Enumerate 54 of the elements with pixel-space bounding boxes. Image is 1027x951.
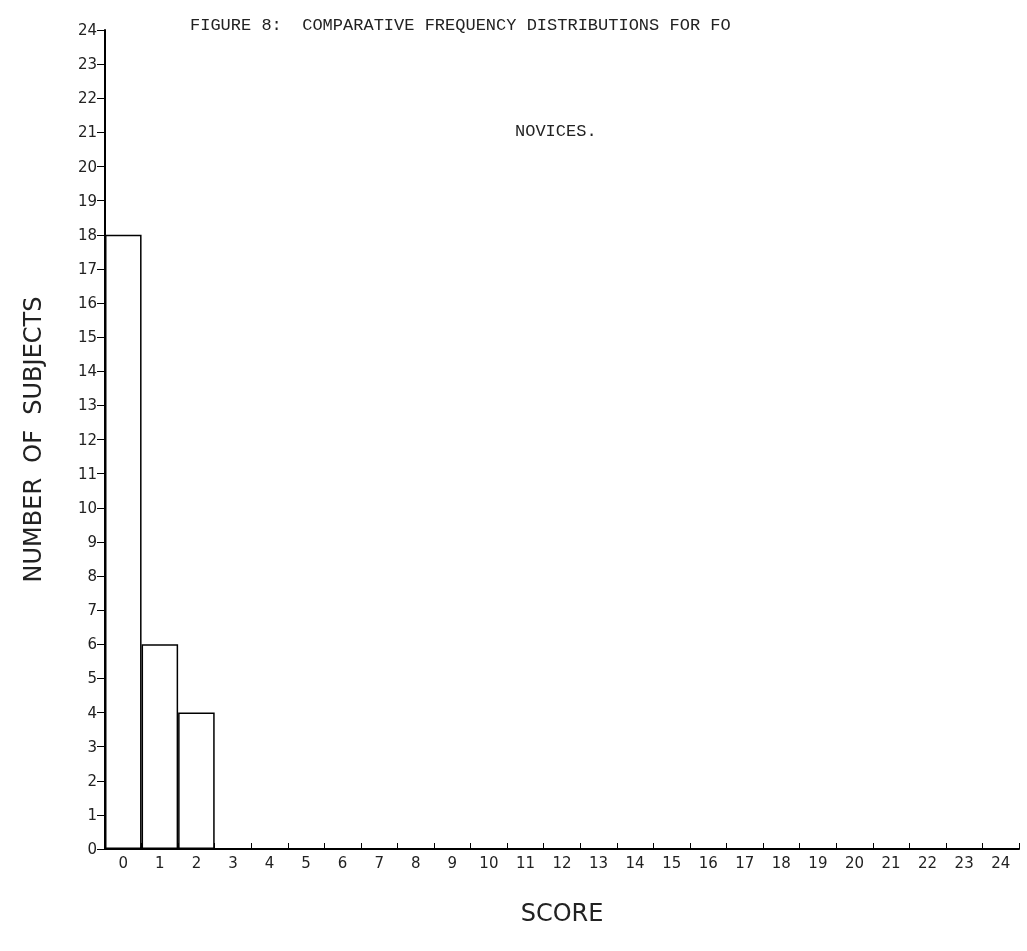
- x-tick-label: 11: [515, 853, 535, 872]
- y-tick-label: 17: [77, 259, 97, 278]
- x-tick-label: 22: [918, 853, 938, 872]
- x-tick-label: 18: [771, 853, 791, 872]
- y-tick-label: 7: [87, 601, 97, 620]
- text: NOVICES.: [515, 122, 597, 141]
- x-tick-label: 16: [698, 853, 718, 872]
- x-tick-label: 17: [735, 853, 755, 872]
- x-tick-label: 10: [479, 853, 499, 872]
- x-tick-label: 21: [881, 853, 901, 872]
- y-tick-label: 23: [77, 55, 97, 74]
- y-tick-label: 13: [77, 396, 97, 415]
- y-tick-label: 18: [77, 225, 97, 244]
- y-tick-label: 0: [87, 840, 97, 858]
- y-axis-title: NUMBER OF SUBJECTS: [19, 296, 47, 583]
- x-tick-label: 3: [228, 853, 238, 872]
- y-tick-label: 22: [77, 89, 97, 108]
- y-tick-label: 12: [77, 430, 97, 449]
- x-tick-label: 4: [264, 853, 275, 872]
- x-tick-label: 6: [337, 853, 348, 872]
- y-tick-label: 16: [77, 294, 97, 312]
- x-tick-label: 15: [662, 853, 682, 872]
- x-tick-label: 23: [954, 853, 974, 872]
- y-tick-label: 1: [87, 805, 97, 824]
- y-tick-label: 10: [77, 498, 97, 517]
- x-tick-label: 1: [155, 853, 165, 872]
- x-tick-label: 20: [844, 853, 865, 872]
- x-tick-label: 5: [301, 853, 311, 872]
- x-tick-label: 24: [991, 853, 1011, 872]
- x-tick-label: 0: [118, 853, 129, 872]
- y-tick-label: 2: [87, 771, 97, 790]
- y-tick-label: 19: [77, 191, 97, 210]
- x-tick-label: 14: [625, 853, 645, 872]
- y-tick-label: 15: [77, 328, 97, 347]
- y-tick-label: 8: [87, 567, 97, 585]
- y-tick-label: 3: [87, 737, 97, 756]
- y-tick-label: 11: [77, 464, 97, 483]
- y-tick-label: 14: [77, 362, 97, 381]
- x-tick-label: 7: [374, 853, 384, 872]
- y-tick-label: 4: [87, 703, 97, 722]
- y-tick-label: 6: [87, 635, 97, 654]
- chart-title: FIGURE 8: COMPARATIVE FREQUENCY DISTRIBUTIONS FOR FO: [190, 16, 731, 35]
- x-tick-label: 13: [589, 853, 609, 872]
- x-tick-label: 2: [191, 853, 202, 872]
- y-tick-label: 20: [77, 157, 97, 176]
- y-tick-label: 5: [87, 669, 97, 688]
- x-tick-label: 19: [808, 853, 828, 872]
- y-tick-label: 9: [87, 532, 97, 551]
- x-tick-label: 8: [410, 853, 421, 872]
- y-tick-label: 21: [77, 123, 97, 142]
- x-tick-label: 9: [447, 853, 458, 872]
- x-tick-label: 12: [552, 853, 572, 872]
- y-tick-label: 24: [77, 21, 97, 39]
- x-axis-title: SCORE: [520, 899, 604, 927]
